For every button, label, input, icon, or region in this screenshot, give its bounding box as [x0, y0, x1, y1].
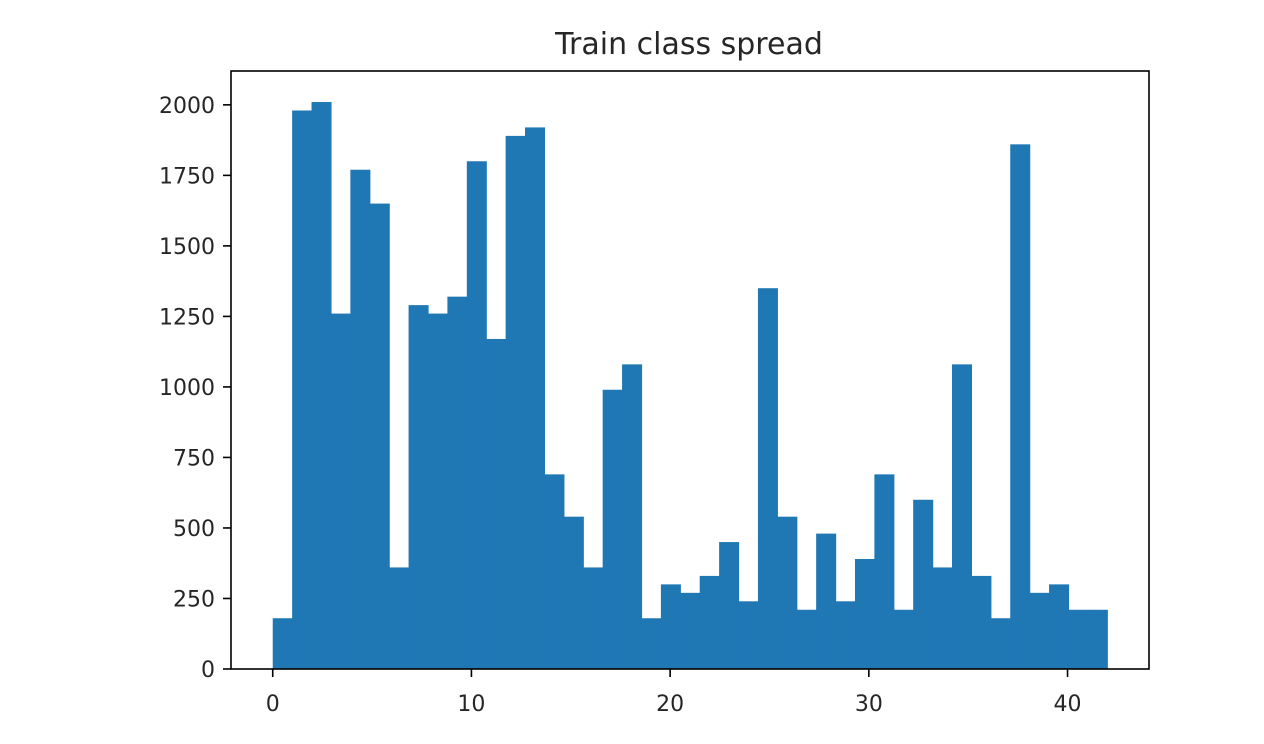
histogram-bar: [389, 567, 410, 669]
histogram-bar: [369, 203, 390, 669]
x-tick-label: 0: [266, 692, 280, 717]
y-tick-label: 1250: [159, 305, 215, 330]
chart-title: Train class spread: [554, 27, 823, 62]
y-tick-label: 500: [173, 517, 215, 542]
y-tick-label: 250: [173, 587, 215, 612]
histogram-bar: [602, 389, 623, 669]
histogram-bar: [1010, 144, 1031, 670]
histogram-bar: [971, 575, 992, 669]
histogram-bar: [466, 161, 487, 669]
histogram-bar: [505, 135, 526, 669]
histogram-bar: [816, 533, 837, 669]
histogram-bar: [350, 169, 371, 669]
y-tick-label: 750: [173, 446, 215, 471]
histogram-bar: [292, 110, 313, 670]
histogram-bar: [447, 296, 468, 669]
histogram-bar: [893, 609, 914, 669]
histogram-bar: [913, 499, 934, 669]
y-tick-label: 2000: [159, 94, 215, 119]
histogram-bar: [544, 474, 565, 669]
x-tick-label: 20: [656, 692, 684, 717]
histogram-bar: [777, 516, 798, 669]
histogram-bar: [796, 609, 817, 669]
histogram-bar: [641, 618, 662, 669]
x-tick-label: 10: [457, 692, 485, 717]
histogram-bar: [486, 338, 507, 669]
histogram-bar: [525, 127, 546, 669]
histogram-bar: [1087, 609, 1108, 669]
y-axis: 0 250 500 750 1000 1250 1500 1750 2000: [159, 94, 231, 683]
histogram-bar: [932, 567, 953, 669]
histogram-bar: [563, 516, 584, 669]
histogram-bar: [311, 102, 332, 669]
y-tick-label: 0: [201, 658, 215, 683]
histogram-bar: [835, 601, 856, 669]
histogram-bar: [1029, 592, 1050, 669]
histogram-bar: [990, 618, 1011, 669]
y-tick-label: 1750: [159, 164, 215, 189]
histogram-bar: [680, 592, 701, 669]
histogram-bar: [719, 542, 740, 669]
histogram-bar: [952, 364, 973, 669]
histogram-bar: [622, 364, 643, 669]
histogram-bar: [757, 288, 778, 669]
x-tick-label: 30: [855, 692, 883, 717]
histogram-bar: [699, 575, 720, 669]
histogram-bar: [874, 474, 895, 669]
histogram-bar: [583, 567, 604, 669]
x-axis: 0 10 20 30 40: [266, 669, 1082, 717]
histogram-bar: [854, 558, 875, 669]
plot-frame: [230, 70, 1150, 670]
histogram-bar: [427, 313, 448, 669]
x-tick-label: 40: [1054, 692, 1082, 717]
histogram-bar: [330, 313, 351, 669]
bars-group: [272, 102, 1108, 670]
histogram-bar: [660, 584, 681, 669]
histogram-bar: [738, 601, 759, 669]
y-tick-label: 1500: [159, 235, 215, 260]
histogram-bar: [1049, 584, 1070, 669]
histogram-bar: [272, 618, 293, 669]
y-tick-label: 1000: [159, 376, 215, 401]
histogram-bar: [408, 305, 429, 669]
histogram-bar: [1068, 609, 1089, 669]
